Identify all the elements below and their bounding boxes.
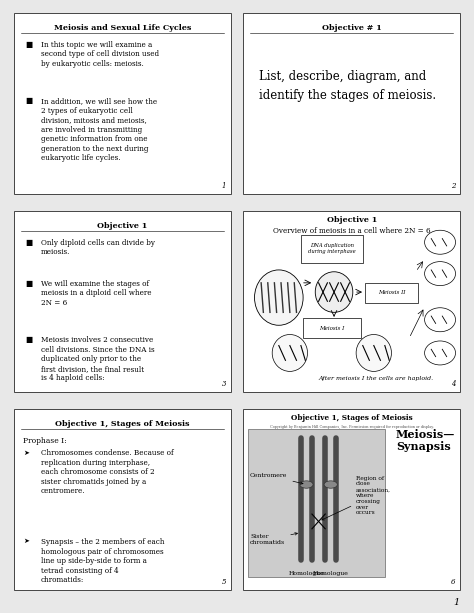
FancyBboxPatch shape: [301, 235, 363, 262]
Text: 5: 5: [222, 578, 226, 586]
Text: Sister
chromatids: Sister chromatids: [250, 533, 298, 546]
Text: In this topic we will examine a
second type of cell division used
by eukaryotic : In this topic we will examine a second t…: [41, 40, 159, 67]
Text: Chromosomes condense. Because of
replication during interphase,
each chromosome : Chromosomes condense. Because of replica…: [41, 449, 173, 495]
Ellipse shape: [315, 272, 353, 313]
Ellipse shape: [300, 481, 313, 488]
FancyBboxPatch shape: [244, 13, 460, 194]
Text: 4: 4: [451, 380, 456, 388]
Text: Centromere: Centromere: [250, 473, 303, 484]
Text: DNA duplication
during interphase: DNA duplication during interphase: [308, 243, 356, 254]
Ellipse shape: [425, 262, 456, 286]
Text: Homologue: Homologue: [313, 571, 349, 576]
FancyBboxPatch shape: [14, 211, 230, 392]
Text: In addition, we will see how the
2 types of eukaryotic cell
division, mitosis an: In addition, we will see how the 2 types…: [41, 97, 157, 162]
Ellipse shape: [324, 481, 337, 488]
Ellipse shape: [425, 341, 456, 365]
Text: 1: 1: [222, 182, 226, 190]
Text: ■: ■: [25, 238, 32, 246]
FancyBboxPatch shape: [365, 283, 418, 303]
Text: Meiosis II: Meiosis II: [378, 291, 405, 295]
Text: Copyright by Benjamin Hill Companies, Inc. Permission required for reproduction : Copyright by Benjamin Hill Companies, In…: [270, 425, 434, 430]
Text: Meiosis and Sexual Life Cycles: Meiosis and Sexual Life Cycles: [54, 24, 191, 32]
Text: Objective 1, Stages of Meiosis: Objective 1, Stages of Meiosis: [291, 414, 412, 422]
Text: 1: 1: [454, 598, 460, 607]
Text: Region of
close
association,
where
crossing
over
occurs: Region of close association, where cross…: [322, 476, 391, 520]
FancyBboxPatch shape: [303, 318, 361, 338]
Text: 2: 2: [451, 182, 456, 190]
Text: Objective 1: Objective 1: [327, 216, 377, 224]
FancyBboxPatch shape: [14, 13, 230, 194]
Text: Meiosis—
Synapsis: Meiosis— Synapsis: [396, 429, 455, 452]
Text: After meiosis I the cells are haploid.: After meiosis I the cells are haploid.: [319, 376, 434, 381]
Text: List, describe, diagram, and
identify the stages of meiosis.: List, describe, diagram, and identify th…: [259, 70, 436, 102]
Ellipse shape: [425, 308, 456, 332]
Text: Synapsis – the 2 members of each
homologous pair of chromosomes
line up side-by-: Synapsis – the 2 members of each homolog…: [41, 538, 164, 584]
Text: Homologue: Homologue: [289, 571, 324, 576]
Text: ➤: ➤: [23, 449, 29, 455]
Ellipse shape: [356, 335, 392, 371]
Text: ■: ■: [25, 337, 32, 345]
Ellipse shape: [425, 230, 456, 254]
Ellipse shape: [272, 335, 308, 371]
Text: Prophase I:: Prophase I:: [23, 436, 67, 444]
Text: ➤: ➤: [23, 538, 29, 544]
Text: ■: ■: [25, 40, 32, 48]
Text: We will examine the stages of
meiosis in a diploid cell where
2N = 6: We will examine the stages of meiosis in…: [41, 280, 151, 307]
Text: Meiosis I: Meiosis I: [319, 326, 345, 330]
Ellipse shape: [255, 270, 303, 326]
Text: Meiosis involves 2 consecutive
cell divisions. Since the DNA is
duplicated only : Meiosis involves 2 consecutive cell divi…: [41, 337, 154, 383]
Text: Objective 1, Stages of Meiosis: Objective 1, Stages of Meiosis: [55, 420, 190, 428]
Text: Only diploid cells can divide by
meiosis.: Only diploid cells can divide by meiosis…: [41, 238, 155, 256]
Text: 6: 6: [451, 578, 456, 586]
Text: Overview of meiosis in a cell where 2N = 6: Overview of meiosis in a cell where 2N =…: [273, 227, 430, 235]
FancyBboxPatch shape: [248, 429, 385, 577]
Text: Objective # 1: Objective # 1: [322, 24, 382, 32]
FancyBboxPatch shape: [244, 211, 460, 392]
Text: 3: 3: [222, 380, 226, 388]
Text: Objective 1: Objective 1: [97, 222, 147, 230]
Text: ■: ■: [25, 97, 32, 105]
Text: ■: ■: [25, 280, 32, 288]
FancyBboxPatch shape: [14, 409, 230, 590]
FancyBboxPatch shape: [244, 409, 460, 590]
